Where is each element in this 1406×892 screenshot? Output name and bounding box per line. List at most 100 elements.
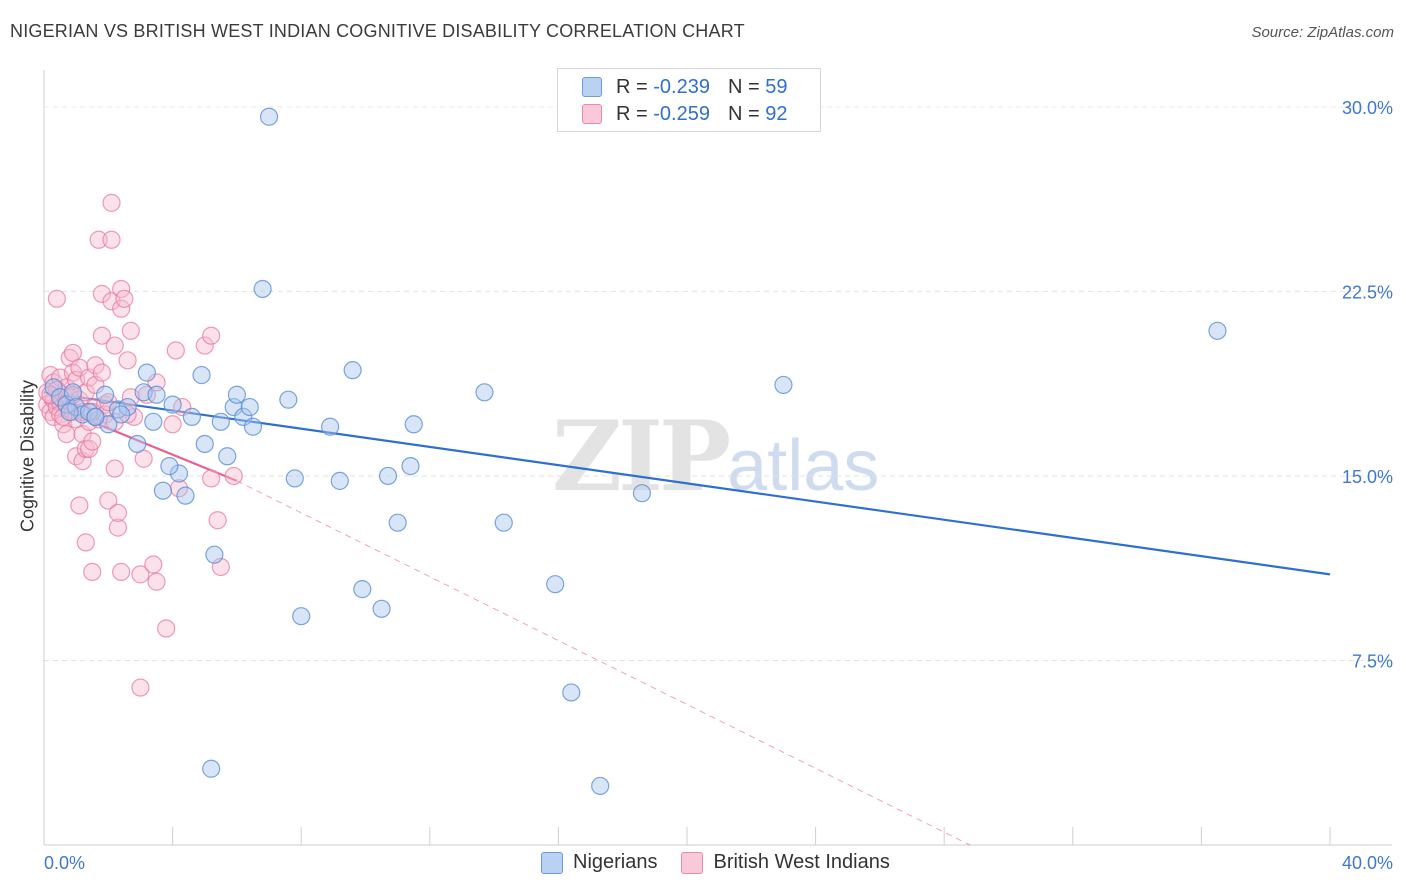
data-point-nigerians: [279, 390, 298, 409]
data-point-british-west-indians: [163, 415, 182, 434]
data-point-nigerians: [253, 279, 272, 299]
data-point-british-west-indians: [89, 230, 108, 249]
data-point-british-west-indians: [108, 518, 128, 537]
series-nigerians: [44, 107, 1227, 796]
data-point-british-west-indians: [102, 193, 121, 212]
y-tick-label: 7.5%: [1352, 651, 1393, 671]
data-point-nigerians: [195, 434, 214, 454]
data-point-british-west-indians: [195, 336, 214, 355]
data-point-nigerians: [343, 361, 362, 380]
data-point-nigerians: [86, 407, 105, 427]
data-point-british-west-indians: [57, 425, 76, 444]
data-point-british-west-indians: [202, 469, 221, 488]
data-point-nigerians: [1208, 321, 1227, 340]
data-point-nigerians: [112, 405, 131, 424]
watermark-zip: ZIP: [552, 400, 731, 513]
data-point-nigerians: [128, 434, 147, 454]
data-point-nigerians: [591, 776, 610, 796]
data-point-nigerians: [147, 385, 166, 404]
data-point-nigerians: [205, 545, 224, 564]
data-point-nigerians: [285, 469, 304, 488]
data-point-british-west-indians: [224, 466, 243, 486]
data-point-nigerians: [546, 575, 565, 594]
series-swatch-pink: [681, 851, 704, 874]
data-point-nigerians: [63, 383, 83, 402]
series-legend-label: Nigerians: [573, 851, 658, 873]
data-point-nigerians: [259, 107, 279, 126]
source-label: Source: ZipAtlas.com: [1251, 24, 1394, 41]
correlation-legend: R = -0.239 N = 59 R = -0.259 N = 92: [557, 68, 821, 132]
series-legend-british-west-indians[interactable]: British West Indians: [681, 851, 890, 874]
data-point-nigerians: [562, 683, 581, 702]
data-point-nigerians: [234, 407, 253, 427]
data-point-british-west-indians: [147, 572, 166, 591]
data-point-british-west-indians: [112, 562, 131, 582]
data-point-nigerians: [353, 580, 372, 599]
legend-r-value: -0.259: [653, 102, 710, 125]
data-point-british-west-indians: [112, 299, 131, 318]
x-tick-label: 40.0%: [1342, 853, 1393, 873]
watermark: ZIPatlas: [552, 400, 879, 513]
data-point-british-west-indians: [108, 503, 128, 522]
series-legend: Nigerians British West Indians: [541, 851, 914, 874]
data-point-british-west-indians: [92, 326, 111, 345]
trend-lines: [43, 391, 1331, 846]
data-point-nigerians: [153, 481, 173, 500]
legend-swatch-pink: [582, 104, 602, 124]
data-point-british-west-indians: [166, 341, 185, 360]
y-tick-label: 22.5%: [1342, 282, 1393, 302]
data-point-british-west-indians: [86, 356, 105, 375]
series-swatch-blue: [541, 851, 563, 874]
trend-line-british-west-indians-extension: [236, 480, 971, 846]
data-point-nigerians: [95, 385, 115, 404]
data-point-nigerians: [182, 407, 201, 427]
data-point-nigerians: [169, 464, 189, 483]
data-point-nigerians: [227, 385, 246, 404]
data-point-british-west-indians: [157, 619, 176, 638]
data-point-british-west-indians: [112, 279, 131, 299]
data-point-nigerians: [388, 513, 407, 532]
y-tick-label: 15.0%: [1342, 467, 1393, 487]
data-point-nigerians: [240, 397, 259, 417]
chart-title: NIGERIAN VS BRITISH WEST INDIAN COGNITIV…: [10, 21, 745, 41]
data-point-nigerians: [218, 447, 237, 466]
data-point-british-west-indians: [70, 496, 89, 515]
data-point-british-west-indians: [92, 284, 111, 303]
data-point-nigerians: [401, 457, 420, 476]
data-point-nigerians: [202, 759, 221, 778]
data-point-british-west-indians: [47, 289, 66, 308]
data-point-nigerians: [632, 484, 652, 503]
data-point-british-west-indians: [60, 348, 79, 367]
legend-row-nigerians: R = -0.239 N = 59: [582, 74, 787, 100]
data-point-nigerians: [160, 457, 179, 476]
data-point-british-west-indians: [102, 230, 121, 249]
data-point-nigerians: [176, 486, 195, 505]
data-point-british-west-indians: [202, 326, 221, 345]
data-point-nigerians: [137, 363, 156, 382]
data-point-nigerians: [404, 415, 423, 434]
data-point-nigerians: [321, 417, 340, 436]
data-point-british-west-indians: [131, 678, 150, 697]
data-point-nigerians: [372, 599, 391, 618]
data-point-british-west-indians: [105, 336, 124, 355]
data-point-nigerians: [292, 607, 311, 626]
data-point-nigerians: [243, 417, 263, 436]
legend-r-label: R =: [616, 102, 648, 125]
data-point-british-west-indians: [92, 363, 111, 382]
grid-lines: [44, 106, 1392, 661]
legend-swatch-blue: [582, 77, 602, 97]
legend-n-label: N =: [727, 75, 760, 98]
series-legend-nigerians[interactable]: Nigerians: [541, 851, 657, 874]
data-point-nigerians: [211, 412, 230, 431]
trend-line-nigerians: [43, 391, 1331, 576]
y-axis-label: Cognitive Disability: [17, 379, 38, 533]
data-point-british-west-indians: [105, 459, 124, 478]
data-point-british-west-indians: [147, 373, 166, 392]
data-point-british-west-indians: [83, 562, 102, 582]
data-point-nigerians: [378, 466, 398, 486]
data-point-british-west-indians: [131, 565, 150, 584]
legend-n-value: 92: [765, 102, 788, 125]
data-point-nigerians: [774, 375, 793, 395]
legend-r-label: R =: [616, 75, 648, 98]
